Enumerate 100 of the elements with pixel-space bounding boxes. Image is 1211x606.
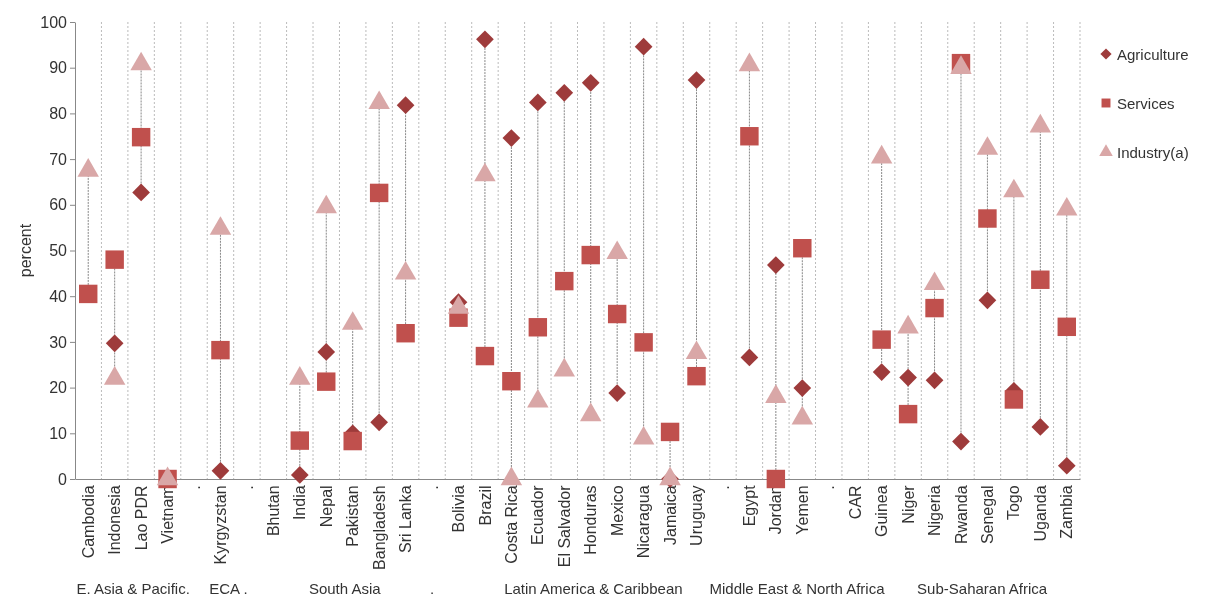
x-tick-label: Indonesia [106, 485, 124, 555]
point [608, 384, 627, 402]
point [687, 366, 706, 386]
x-tick-label: Senegal [979, 485, 997, 545]
x-tick-label: Sri Lanka [397, 485, 415, 553]
point [740, 348, 759, 367]
x-tick-label: Egypt [741, 484, 759, 527]
x-tick-label: Pakistan [344, 485, 362, 547]
point [317, 343, 336, 361]
text: South Asia [308, 580, 382, 597]
text: . [429, 580, 435, 597]
x-tick-label: Nigeria [926, 485, 944, 537]
point [528, 318, 548, 337]
y-tick-label: 70 [49, 150, 68, 168]
point [396, 324, 415, 343]
x-tick-label: . [238, 485, 256, 490]
point [528, 93, 547, 112]
point [766, 469, 786, 489]
point [872, 330, 891, 349]
point [581, 245, 600, 265]
y-tick-label: 10 [49, 424, 68, 442]
y-tick-label: 100 [40, 13, 68, 31]
point [687, 71, 706, 89]
x-tick-label: Lao PDR [132, 485, 150, 551]
text: Middle East & North Africa [709, 580, 886, 597]
point [581, 73, 600, 92]
y-tick-label: 0 [58, 470, 68, 488]
point [555, 271, 574, 291]
point [898, 404, 918, 424]
x-tick-label: Honduras [582, 485, 600, 555]
point [105, 334, 124, 353]
point [1004, 390, 1024, 409]
x-tick-label: Bangladesh [370, 485, 388, 570]
x-tick-label: Uruguay [688, 485, 706, 546]
x-tick-label: Uganda [1031, 485, 1049, 542]
x-tick-label: Nepal [317, 485, 335, 528]
y-tick-label: 30 [49, 333, 68, 351]
x-tick-label: Niger [899, 484, 917, 524]
y-axis-title: percent [17, 223, 34, 278]
x-tick-label: Togo [1005, 485, 1023, 521]
x-tick-label: Bolivia [450, 485, 468, 533]
point [396, 96, 415, 115]
legend-label: Industry(a) [1117, 144, 1189, 161]
x-tick-label: Vietnam [159, 485, 177, 544]
text: Sub-Saharan Africa [917, 580, 1048, 597]
y-tick-label: 60 [49, 196, 68, 214]
x-tick-label: Rwanda [952, 485, 970, 545]
point [131, 127, 151, 147]
point [343, 431, 362, 451]
point [317, 372, 336, 391]
point [476, 30, 494, 49]
x-tick-label: El Salvador [555, 484, 573, 568]
x-tick-label: Bhutan [264, 485, 282, 537]
x-tick-label: Brazil [476, 485, 494, 526]
x-tick-label: Kyrgyzstan [212, 485, 230, 565]
point [211, 461, 230, 480]
point [555, 83, 574, 102]
point [1031, 418, 1050, 436]
y-tick-label: 40 [49, 287, 68, 305]
text: Latin America & Caribbean [504, 580, 683, 597]
x-tick-label: India [291, 485, 309, 521]
point [370, 413, 388, 432]
x-tick-label: Ecuador [529, 484, 547, 545]
point [925, 371, 944, 390]
point [502, 371, 521, 391]
x-tick-label: Yemen [793, 485, 811, 535]
x-tick-label: Cambodia [79, 485, 97, 559]
point [952, 432, 970, 451]
legend-label: Agriculture [1117, 46, 1189, 63]
x-tick-label: Jamaica [661, 485, 679, 545]
point [978, 209, 997, 228]
x-tick-label: . [714, 485, 732, 490]
point [369, 183, 389, 203]
point [767, 256, 785, 274]
point [79, 284, 98, 304]
x-tick-label: . [820, 485, 838, 490]
text: E. Asia & Pacific. [76, 580, 190, 597]
point [978, 291, 997, 310]
point [793, 379, 812, 397]
x-tick-label: Costa Rica [502, 485, 520, 564]
x-tick-label: Zambia [1058, 485, 1076, 539]
point [132, 183, 150, 202]
point [1031, 270, 1050, 289]
point [502, 129, 521, 147]
x-tick-label: Guinea [873, 485, 891, 537]
y-tick-label: 80 [49, 105, 68, 123]
point [872, 363, 891, 381]
legend-label: Services [1117, 95, 1175, 112]
point [1057, 456, 1076, 475]
point [634, 37, 653, 56]
point [634, 333, 653, 352]
y-tick-label: 20 [49, 379, 68, 397]
x-tick-label: CAR [846, 485, 864, 520]
x-tick-label: Nicaragua [635, 485, 653, 559]
point [660, 422, 680, 442]
y-tick-label: 50 [49, 242, 68, 260]
point [1057, 317, 1076, 337]
point [105, 250, 124, 269]
x-tick-label: . [185, 485, 203, 490]
x-tick-label: . [423, 485, 441, 490]
